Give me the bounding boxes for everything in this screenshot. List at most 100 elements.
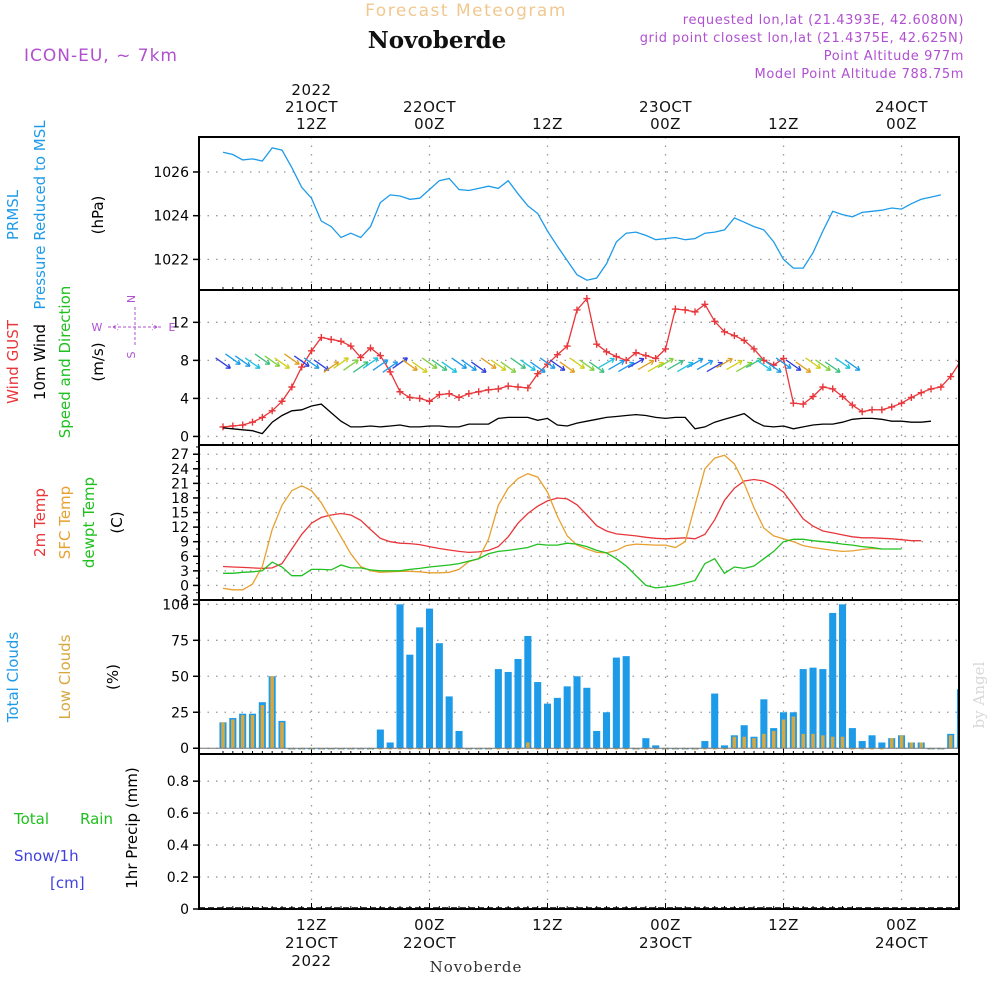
y-label: Rain: [80, 810, 113, 828]
wind-arrow: [726, 359, 743, 371]
low-cloud-bar: [683, 748, 687, 750]
y-tick-label: 50: [171, 669, 189, 685]
temperature-data: [222, 454, 922, 591]
wind-arrow: [539, 357, 556, 369]
y-tick-label: -3: [175, 593, 189, 609]
top-tick-label: 00Z: [650, 115, 681, 133]
wind-arrow: [293, 355, 310, 367]
gust-marker: [347, 342, 355, 350]
y-tick-label: 0: [180, 902, 189, 918]
y-tick-label: 1022: [153, 252, 189, 268]
wind-arrow: [775, 357, 792, 369]
low-cloud-bar: [614, 748, 619, 750]
top-tick-label: 00Z: [414, 115, 445, 133]
wind-arrow: [264, 355, 281, 367]
gust-marker: [268, 407, 276, 415]
low-cloud-bar: [663, 748, 668, 750]
total-cloud-bar: [524, 635, 532, 749]
clouds-data: [199, 604, 992, 750]
wind-arrow: [470, 361, 487, 373]
gust-marker: [308, 347, 315, 355]
info-line-1: requested lon,lat (21.4393E, 42.6080N): [683, 13, 964, 28]
gust-marker: [583, 295, 591, 303]
gust-marker: [848, 401, 856, 409]
gust-marker: [386, 368, 394, 376]
gust-marker: [691, 308, 699, 316]
total-cloud-bar: [622, 656, 630, 749]
y-tick-label: 18: [171, 491, 189, 507]
y-tick-label: 0.6: [167, 806, 189, 822]
gust-marker: [789, 399, 797, 407]
gust-marker: [819, 383, 827, 391]
y-tick-label: 8: [180, 353, 189, 369]
wind-arrow: [215, 357, 231, 369]
low-cloud-bar: [850, 748, 855, 750]
low-cloud-bar: [427, 748, 432, 750]
total-cloud-bar: [504, 671, 512, 749]
pressure-panel: 1022 1024 1026 PRMSL Pressure Reduced to MSL…: [4, 120, 960, 310]
gust-marker: [898, 399, 906, 407]
low-cloud-bar: [880, 748, 884, 750]
low-cloud-bar: [221, 722, 225, 749]
panel-frame: [198, 753, 960, 910]
y-tick-label: 0: [180, 741, 189, 757]
low-cloud-bar: [368, 748, 373, 750]
low-cloud-bar: [771, 730, 776, 749]
low-cloud-bar: [693, 748, 697, 750]
low-cloud-bar: [703, 748, 707, 750]
gust-marker: [721, 328, 729, 336]
gust-marker: [711, 317, 719, 325]
wind-arrow: [254, 353, 271, 365]
y-label: Snow/1h: [14, 847, 79, 865]
low-cloud-bar: [929, 748, 933, 750]
top-tick-label: 12Z: [532, 115, 563, 133]
low-cloud-bar: [870, 748, 874, 750]
gust-marker: [671, 305, 679, 313]
low-cloud-bar: [319, 748, 324, 750]
low-cloud-bar: [988, 715, 992, 748]
y-tick-label: 21: [171, 476, 189, 492]
top-tick-label: 23OCT: [639, 98, 692, 116]
low-cloud-bar: [762, 733, 766, 749]
gust-marker: [662, 345, 670, 353]
low-cloud-bar: [290, 748, 294, 750]
y-tick-label: 12: [171, 520, 189, 536]
low-cloud-bar: [398, 748, 402, 750]
y-label: 2m Temp: [31, 488, 49, 557]
total-cloud-bar: [868, 735, 876, 749]
y-tick-label: 1026: [153, 165, 189, 181]
gust-marker: [504, 382, 512, 390]
total-cloud-bar: [838, 604, 847, 749]
gust-marker: [917, 389, 925, 397]
y-tick-label: 24: [171, 462, 189, 478]
gust-marker: [396, 388, 404, 396]
low-cloud-bar: [447, 748, 451, 750]
wind-arrow: [686, 357, 704, 369]
gust-marker: [524, 384, 532, 392]
total-cloud-bar: [593, 730, 601, 749]
y-tick-label: 9: [180, 535, 189, 551]
y-tick-label: 3: [180, 564, 189, 580]
bottom-tick-label: 00Z: [886, 916, 917, 934]
low-cloud-bar: [476, 748, 481, 750]
gust-marker: [809, 393, 817, 401]
low-cloud-bar: [939, 748, 943, 750]
low-cloud-bar: [496, 748, 501, 750]
low-cloud-bar: [467, 748, 471, 750]
panel-frame: [198, 136, 960, 291]
low-cloud-bar: [329, 748, 333, 750]
info-line-2: grid point closest lon,lat (21.4375E, 42…: [640, 31, 964, 46]
bottom-tick-label: 21OCT: [285, 934, 338, 952]
y-tick-label: 27: [171, 447, 189, 463]
low-cloud-bar: [506, 748, 510, 750]
gust-marker: [730, 332, 738, 340]
total-cloud-bar: [602, 712, 611, 749]
gust-marker: [455, 393, 463, 401]
low-cloud-bar: [309, 748, 314, 750]
wind-arrow: [667, 359, 684, 371]
wind-arrow: [559, 361, 576, 373]
gust-marker: [967, 355, 974, 362]
gust-marker: [239, 421, 247, 429]
